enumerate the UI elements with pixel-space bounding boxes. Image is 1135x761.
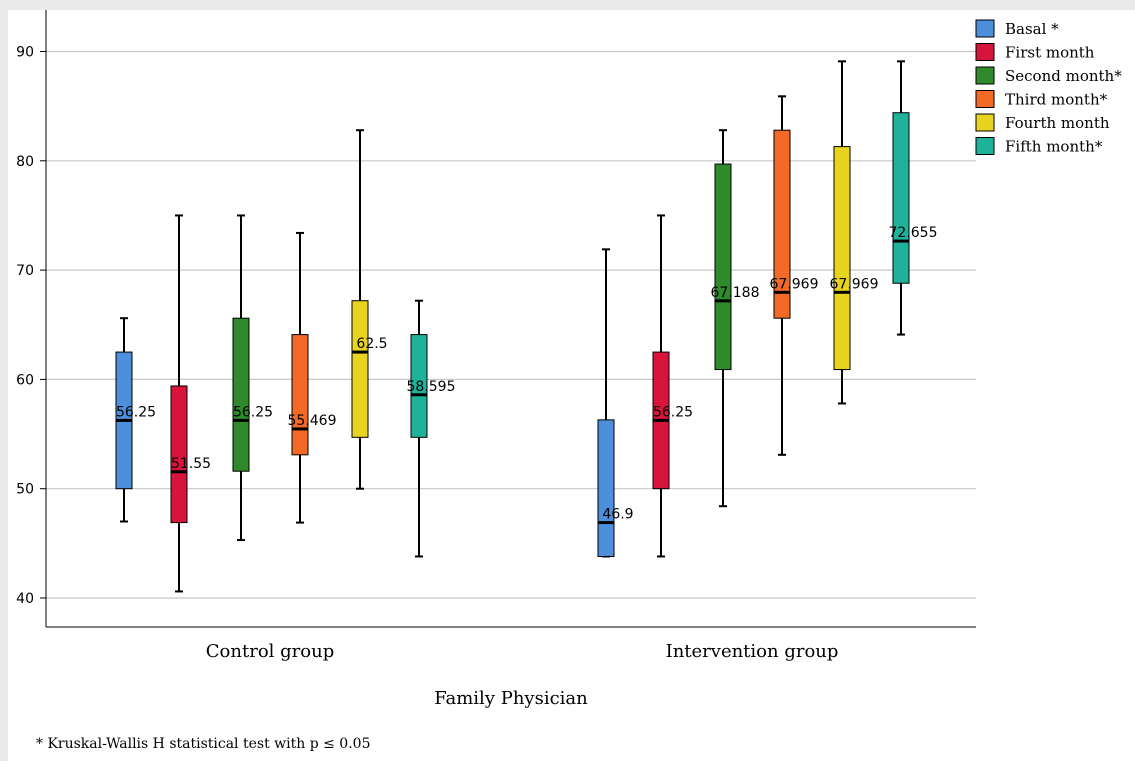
y-tick-label: 90 — [16, 45, 34, 61]
legend-label: Basal * — [1005, 20, 1059, 38]
box — [232, 317, 250, 472]
y-tick-label: 60 — [16, 372, 34, 388]
box — [892, 112, 910, 284]
median-label: 72.655 — [889, 225, 938, 241]
box — [351, 300, 369, 438]
box — [291, 334, 309, 456]
median-label: 62.5 — [356, 336, 387, 352]
median-label: 56.25 — [116, 404, 156, 420]
legend-swatch — [975, 137, 995, 155]
chart-frame: 40 50 60 70 80 90 Control group Intervention gr… — [8, 10, 1135, 761]
median-label: 67.188 — [711, 285, 760, 301]
legend-swatch — [975, 90, 995, 108]
x-axis-title: Family Physician — [434, 688, 588, 709]
legend-swatch — [975, 66, 995, 85]
boxplot-chart: 40 50 60 70 80 90 Control group Intervention gr… — [16, 10, 1122, 709]
median-label: 55.469 — [288, 413, 337, 429]
median-label: 67.969 — [830, 276, 879, 292]
box — [833, 146, 851, 371]
median-label: 56.25 — [233, 404, 273, 420]
x-tick-label: Control group — [206, 641, 334, 662]
legend-swatch — [975, 19, 995, 38]
x-tick-label: Intervention group — [666, 641, 839, 662]
legend-label: Second month* — [1005, 67, 1122, 85]
legend-label: Third month* — [1005, 91, 1108, 109]
box — [170, 385, 188, 524]
legend-label: Fourth month — [1005, 114, 1110, 132]
y-tick-label: 70 — [16, 263, 34, 279]
box — [714, 163, 732, 371]
legend-swatch — [975, 113, 995, 132]
legend-label: First month — [1005, 44, 1095, 62]
legend-label: Fifth month* — [1005, 138, 1103, 156]
median-label: 51.55 — [171, 456, 211, 472]
median-label: 56.25 — [653, 404, 693, 420]
y-tick-label: 50 — [16, 482, 34, 498]
footnote: * Kruskal-Wallis H statistical test with… — [36, 736, 371, 752]
legend-swatch — [975, 43, 995, 61]
median-label: 46.9 — [602, 507, 633, 523]
box — [597, 419, 615, 557]
y-tick-label: 80 — [16, 154, 34, 170]
median-label: 58.595 — [407, 379, 456, 395]
box — [773, 129, 791, 319]
box — [410, 334, 428, 438]
y-tick-label: 40 — [16, 591, 34, 607]
median-label: 67.969 — [770, 276, 819, 292]
